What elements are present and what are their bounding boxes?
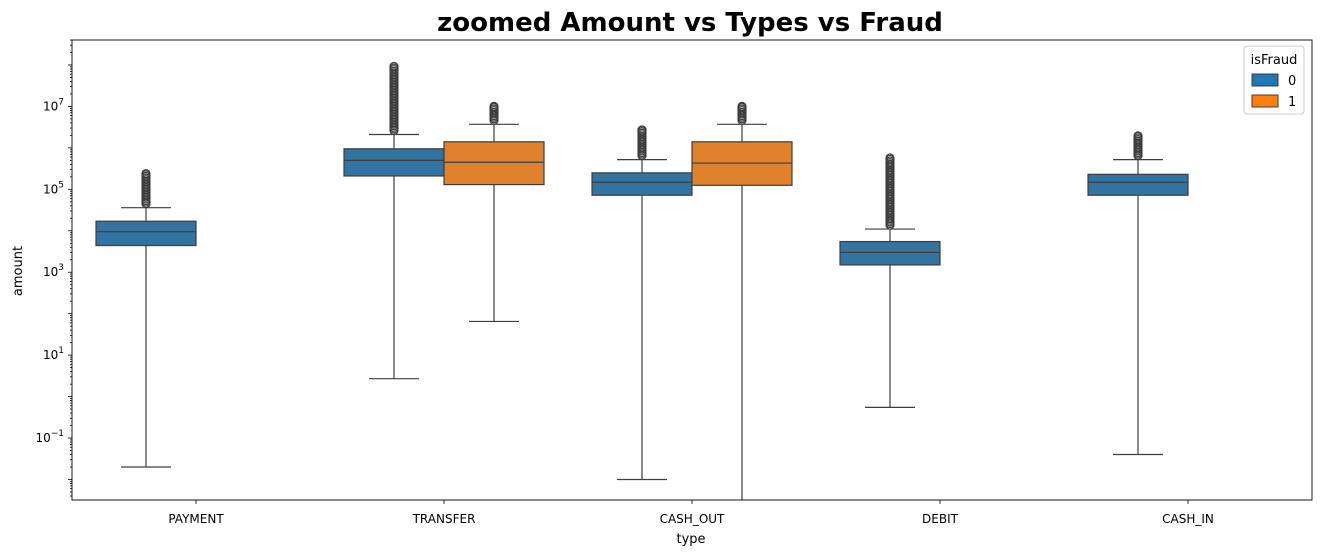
y-axis: 10−1 101 103 105 107 xyxy=(35,39,72,497)
iqr-box xyxy=(95,220,197,247)
box-cash_in-isfraud-0 xyxy=(1087,131,1189,456)
iqr-box xyxy=(443,141,545,186)
y-tick-label: 107 xyxy=(43,97,64,113)
y-tick-label: 103 xyxy=(43,263,64,279)
outlier-point xyxy=(389,61,399,72)
outlier-point xyxy=(141,168,151,179)
plot-frame xyxy=(71,39,1313,501)
x-tick-label: PAYMENT xyxy=(168,512,224,526)
outlier-point xyxy=(885,153,895,163)
x-tick-label: CASH_IN xyxy=(1162,512,1214,526)
plot-area xyxy=(95,61,1189,500)
y-tick-label: 101 xyxy=(43,346,64,362)
outlier-point xyxy=(1133,131,1143,141)
legend-label-0: 0 xyxy=(1288,74,1296,89)
outlier-point xyxy=(489,101,499,112)
x-tick-label: CASH_OUT xyxy=(660,512,725,526)
iqr-box xyxy=(1087,173,1189,196)
iqr-box xyxy=(591,172,693,196)
x-tick-label: TRANSFER xyxy=(412,512,476,526)
box-transfer-isfraud-0 xyxy=(343,61,445,380)
outlier-point xyxy=(737,101,747,112)
iqr-box xyxy=(839,240,941,266)
legend-label-1: 1 xyxy=(1288,95,1296,110)
legend-swatch-1 xyxy=(1251,94,1279,108)
iqr-box xyxy=(343,148,445,177)
y-tick-label: 10−1 xyxy=(35,429,64,445)
chart-title: zoomed Amount vs Types vs Fraud xyxy=(437,8,943,38)
y-axis-label: amount xyxy=(11,246,26,296)
box-cash_out-isfraud-0 xyxy=(591,125,693,481)
y-tick-label: 105 xyxy=(43,180,64,196)
box-payment-isfraud-0 xyxy=(95,168,197,468)
legend: isFraud 0 1 xyxy=(1243,45,1305,115)
outlier-point xyxy=(637,125,647,135)
x-axis: PAYMENT TRANSFER CASH_OUT DEBIT CASH_IN xyxy=(168,500,1214,526)
box-cash_out-isfraud-1 xyxy=(691,101,793,500)
box-debit-isfraud-0 xyxy=(839,153,941,408)
box-transfer-isfraud-1 xyxy=(443,101,545,323)
x-axis-label: type xyxy=(676,532,705,547)
x-tick-label: DEBIT xyxy=(922,512,959,526)
legend-swatch-0 xyxy=(1251,73,1279,87)
legend-title: isFraud xyxy=(1251,53,1298,68)
